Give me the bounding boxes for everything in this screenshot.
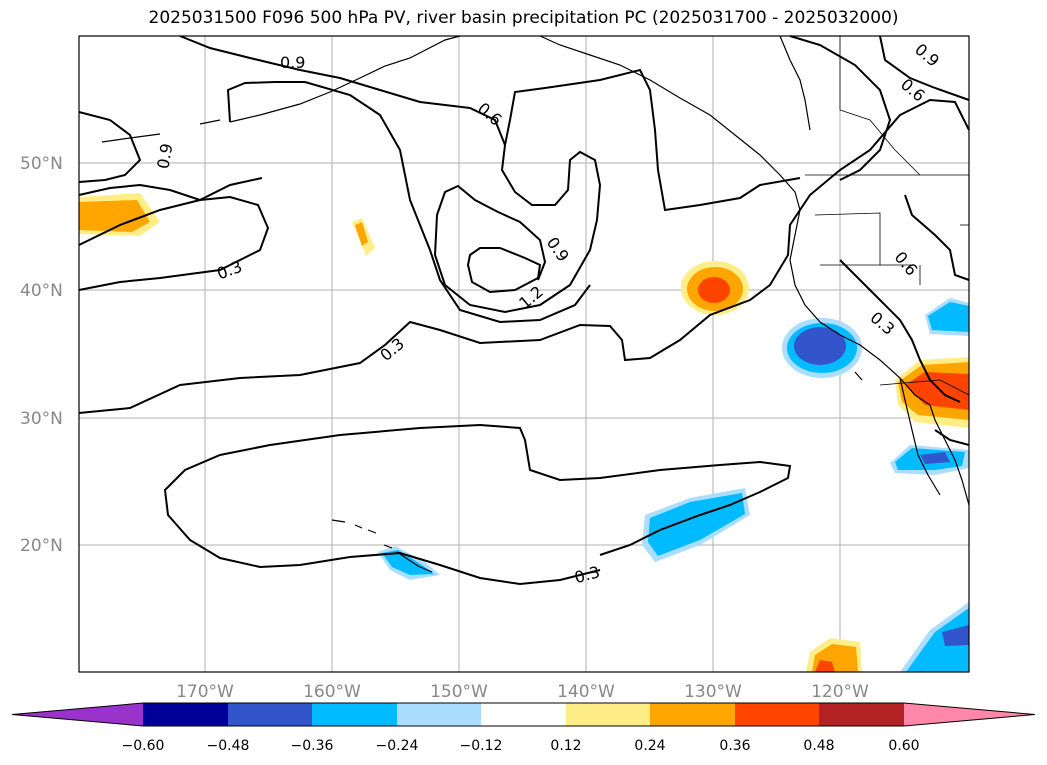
pv-contours — [78, 35, 970, 586]
map-frame — [78, 35, 970, 673]
graticule — [79, 36, 969, 672]
longitude-labels: 170°W 160°W 150°W 140°W 130°W 120°W — [176, 682, 869, 702]
colorbar-swatch — [566, 703, 650, 726]
political-borders — [805, 36, 970, 396]
lat-label: 30°N — [20, 409, 63, 429]
colorbar-swatch — [650, 703, 735, 726]
colorbar — [11, 702, 1036, 727]
lon-label: 150°W — [430, 682, 488, 702]
colorbar-tick-label: 0.48 — [803, 738, 834, 754]
colorbar-swatch — [312, 703, 397, 726]
colorbar-tick-label: 0.12 — [550, 738, 581, 754]
latitude-labels: 50°N 40°N 30°N 20°N — [20, 154, 63, 556]
colorbar-swatch — [819, 703, 904, 726]
colorbar-swatch — [228, 703, 312, 726]
lon-label: 130°W — [684, 682, 742, 702]
colorbar-swatch — [481, 703, 566, 726]
colorbar-tick-labels: −0.60 −0.48 −0.36 −0.24 −0.12 0.12 0.24 … — [122, 738, 920, 754]
lon-label: 140°W — [557, 682, 615, 702]
colorbar-tick-label: −0.12 — [460, 738, 503, 754]
lon-label: 170°W — [176, 682, 234, 702]
lat-label: 20°N — [20, 536, 63, 556]
colorbar-tick-label: 0.36 — [719, 738, 750, 754]
lon-label: 120°W — [811, 682, 869, 702]
colorbar-swatch — [397, 703, 481, 726]
colorbar-tick-label: −0.24 — [376, 738, 419, 754]
colorbar-outline — [11, 702, 1036, 727]
colorbar-tick-label: −0.48 — [207, 738, 250, 754]
colorbar-extend-high — [904, 703, 1035, 726]
colorbar-tick-label: −0.60 — [122, 738, 165, 754]
colorbar-extend-low — [12, 703, 143, 726]
contour-label: 0.9 — [280, 53, 305, 72]
lat-label: 50°N — [20, 154, 63, 174]
lat-label: 40°N — [20, 281, 63, 301]
lon-label: 160°W — [303, 682, 361, 702]
colorbar-tick-label: 0.24 — [634, 738, 665, 754]
colorbar-tick-label: 0.60 — [888, 738, 919, 754]
contour-label: 0.9 — [153, 142, 176, 170]
colorbar-tick-label: −0.36 — [291, 738, 334, 754]
colorbar-swatch — [735, 703, 819, 726]
colorbar-swatch — [143, 703, 228, 726]
map-title: 2025031500 F096 500 hPa PV, river basin … — [148, 8, 899, 28]
